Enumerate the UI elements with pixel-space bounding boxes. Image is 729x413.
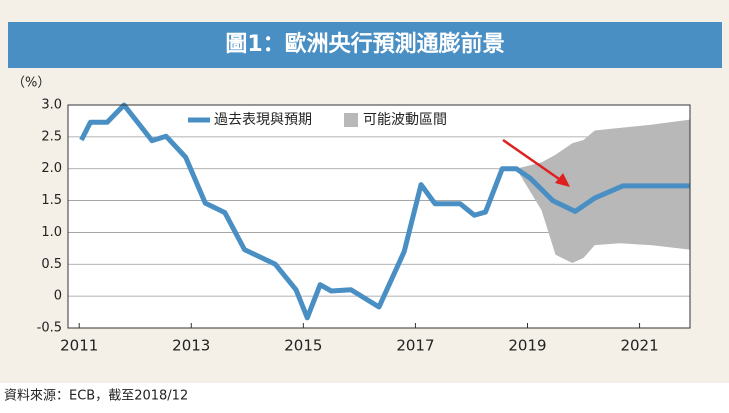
y-tick-label: 0: [54, 289, 62, 304]
y-tick-label: 3.0: [41, 98, 62, 113]
legend-label: 可能波動區間: [363, 112, 447, 128]
y-tick-label: 2.5: [41, 129, 62, 144]
plot-border: [67, 104, 691, 329]
x-tick-label: 2011: [60, 337, 98, 355]
y-tick-label: 1.0: [41, 225, 62, 240]
legend-label: 過去表現與預期: [214, 112, 312, 128]
x-tick-label: 2013: [172, 337, 210, 355]
arrow-head: [555, 173, 570, 187]
y-tick-label: -0.5: [37, 321, 62, 336]
range-band: [516, 119, 690, 264]
title-banner: [8, 22, 722, 68]
series-line: [79, 102, 690, 321]
x-tick-label: 2019: [508, 337, 546, 355]
source: 資料來源：ECB，截至2018/12: [4, 389, 188, 404]
y-unit: （%）: [12, 76, 50, 91]
legend-swatch: [344, 113, 358, 127]
chart-title: 圖1：歐洲央行預測通膨前景: [225, 31, 504, 57]
y-tick-label: 1.5: [41, 193, 62, 208]
y-tick-label: 2.0: [41, 161, 62, 176]
arrow: [502, 138, 563, 183]
x-tick-label: 2017: [396, 337, 434, 355]
x-tick-label: 2021: [620, 337, 658, 355]
y-tick-label: 0.5: [41, 257, 62, 272]
x-tick-label: 2015: [284, 337, 322, 355]
